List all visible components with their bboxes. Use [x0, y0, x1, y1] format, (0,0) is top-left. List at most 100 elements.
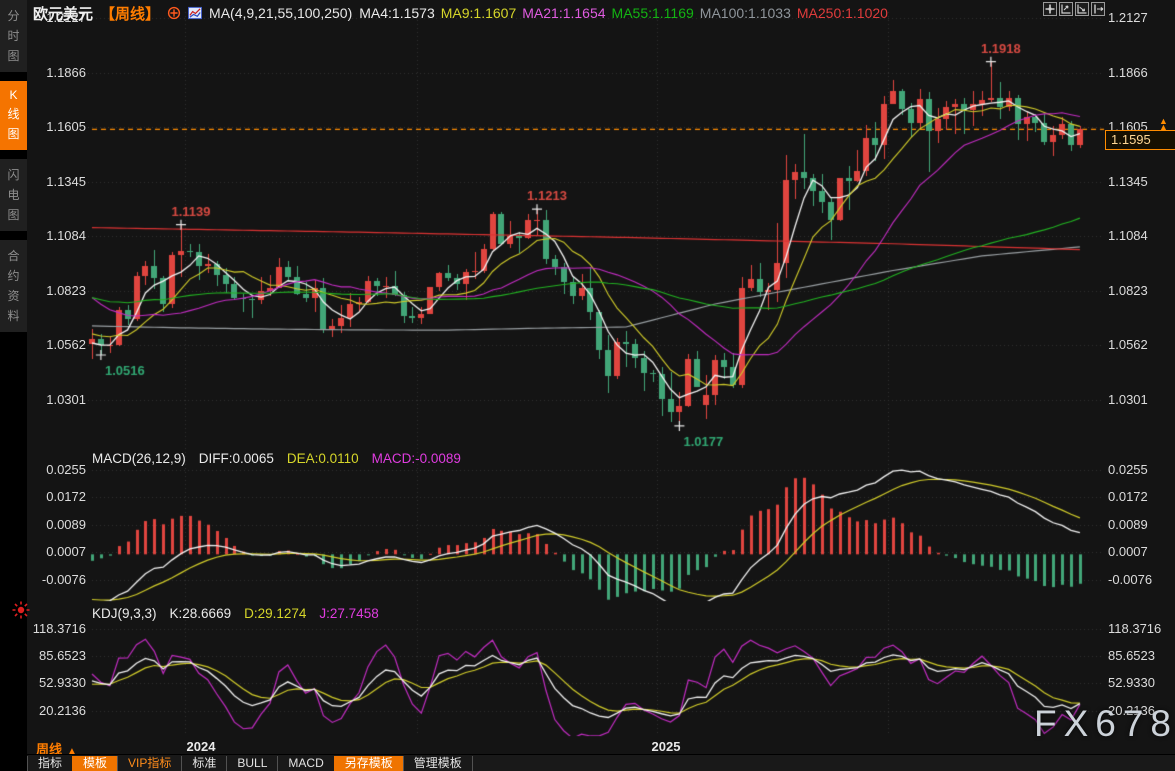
sidebar-tab-char: 约: [7, 269, 20, 283]
axis-tick-label: 20.2136: [1108, 703, 1155, 718]
toolbar-item-3[interactable]: VIP指标: [117, 756, 181, 771]
axis-tick-label: 1.1345: [46, 174, 86, 189]
macd-title[interactable]: MACD(26,12,9): [92, 451, 186, 466]
sidebar-tab-char: 料: [7, 309, 20, 323]
bottom-toolbar: 指标 模板 VIP指标 标准 BULL MACD 另存模板 管理模板: [27, 754, 1175, 771]
latest-price-arrow-icon[interactable]: ▲ ▲: [1159, 116, 1168, 132]
sidebar-tab-char: 图: [7, 208, 20, 222]
sidebar-tab-char: 电: [7, 188, 20, 202]
axis-tick-label: 1.0562: [1108, 337, 1148, 352]
macd-macd-value: MACD:-0.0089: [371, 451, 461, 466]
axis-tick-label: 1.1605: [46, 119, 86, 134]
axis-tick-label: 85.6523: [1108, 648, 1155, 663]
sidebar-tab-char: K: [9, 88, 18, 102]
ma-value: MA55:1.1169: [611, 5, 694, 21]
toolbar-item-2[interactable]: 模板: [72, 756, 118, 771]
toolbar-item-6[interactable]: MACD: [277, 756, 333, 771]
ma-value: MA21:1.1654: [522, 5, 606, 21]
toolbar-item-5[interactable]: BULL: [226, 756, 277, 771]
axis-tick-label: -0.0076: [41, 572, 86, 587]
axis-tick-label: -0.0076: [1108, 572, 1153, 587]
sidebar-tab-3[interactable]: 闪电图: [0, 159, 27, 231]
axis-tick-label: 1.0562: [46, 337, 86, 352]
sidebar-tab-char: 分: [7, 9, 20, 23]
axis-tick-label: 1.1866: [46, 65, 86, 80]
axis-tick-label: 1.1345: [1108, 174, 1148, 189]
axis-tick-label: 1.0301: [1108, 392, 1148, 407]
axis-tick-label: 0.0089: [1108, 517, 1148, 532]
toolbar-item-8[interactable]: 管理模板: [402, 756, 473, 771]
axis-tick-label: 52.9330: [39, 675, 86, 690]
axis-tick-label: 0.0007: [1108, 544, 1148, 559]
axis-tick-label: 20.2136: [39, 703, 86, 718]
period-text: 周线: [36, 742, 63, 757]
sidebar-tab-char: 图: [7, 127, 20, 141]
kdj-j-value: J:27.7458: [319, 606, 379, 621]
axis-tick-label: 85.6523: [39, 648, 86, 663]
crosshair-toggle-icon[interactable]: [167, 6, 181, 20]
axis-tick-label: 1.1084: [1108, 228, 1148, 243]
macd-panel-header: MACD(26,12,9) DIFF:0.0065 DEA:0.0110 MAC…: [92, 451, 461, 466]
scale-axis-right-icon[interactable]: [1075, 2, 1089, 16]
chart-header: 欧元美元 【周线】 MA(4,9,21,55,100,250) MA4:1.15…: [33, 3, 894, 23]
kdj-panel-header: KDJ(9,3,3) K:28.6669 D:29.1274 J:27.7458: [92, 606, 379, 621]
sidebar-tab-char: 图: [7, 49, 20, 63]
alert-burst-icon: [12, 601, 30, 619]
ma-values-group: MA4:1.1573 MA9:1.1607 MA21:1.1654 MA55:1.11…: [359, 5, 894, 21]
kdj-k-value: K:28.6669: [169, 606, 232, 621]
period-tag[interactable]: 【周线】: [100, 5, 161, 23]
sidebar-tab-1[interactable]: 分时图: [0, 0, 27, 72]
sidebar-tab-char: 线: [7, 107, 20, 121]
axis-tick-label: 0.0172: [1108, 489, 1148, 504]
scale-axis-left-icon[interactable]: [1059, 2, 1073, 16]
chart-tool-icons: [1043, 2, 1105, 16]
axis-tick-label: 1.1866: [1108, 65, 1148, 80]
axis-tick-label: 118.3716: [1108, 621, 1162, 636]
axis-tick-label: 0.0255: [1108, 462, 1148, 477]
ma-value: MA9:1.1607: [440, 5, 517, 21]
year-label: 2024: [186, 739, 216, 754]
axis-tick-label: 1.2127: [1108, 10, 1148, 25]
period-up-arrow-icon: ▲: [67, 746, 77, 757]
symbol-title: 欧元美元: [33, 5, 94, 23]
axis-tick-label: 118.3716: [32, 621, 86, 636]
macd-diff-value: DIFF:0.0065: [198, 451, 274, 466]
toolbar-item-7[interactable]: 另存模板: [333, 756, 403, 771]
current-price-tag[interactable]: 1.1595: [1105, 130, 1175, 150]
sidebar-tab-char: 闪: [7, 168, 20, 182]
axis-tick-label: 1.0823: [46, 283, 86, 298]
axis-tick-label: 0.0007: [46, 544, 86, 559]
sidebar-tab-char: 资: [7, 289, 20, 303]
axis-tick-label: 1.0301: [46, 392, 86, 407]
collapse-panel-icon[interactable]: [1091, 2, 1105, 16]
macd-dea-value: DEA:0.0110: [286, 451, 359, 466]
timeline-period-label[interactable]: 周线 ▲: [36, 739, 77, 758]
kdj-title[interactable]: KDJ(9,3,3): [92, 606, 157, 621]
sidebar-tab-char: 合: [7, 249, 20, 263]
pan-tool-icon[interactable]: [1043, 2, 1057, 16]
year-label: 2025: [651, 739, 681, 754]
ma-value: MA100:1.1033: [699, 5, 791, 21]
axis-tick-label: 0.0172: [46, 489, 86, 504]
axis-tick-label: 1.0823: [1108, 283, 1148, 298]
toolbar-item-1[interactable]: 指标: [27, 756, 72, 771]
kdj-d-value: D:29.1274: [244, 606, 307, 621]
toolbar-item-4[interactable]: 标准: [181, 756, 226, 771]
ma-value: MA4:1.1573: [359, 5, 435, 21]
watermark: FX678: [1034, 703, 1175, 744]
ma-value: MA250:1.1020: [796, 5, 888, 21]
axis-tick-label: 1.1084: [46, 228, 86, 243]
sidebar-tab-4[interactable]: 合约资料: [0, 240, 27, 332]
axis-tick-label: 0.0089: [46, 517, 86, 532]
ma-settings-label[interactable]: MA(4,9,21,55,100,250): [209, 5, 353, 21]
axis-tick-label: 1.2127: [46, 10, 86, 25]
chart-style-icon[interactable]: [188, 6, 203, 20]
sidebar-tab-char: 时: [7, 29, 20, 43]
current-price-value: 1.1595: [1111, 132, 1151, 147]
axis-tick-label: 0.0255: [46, 462, 86, 477]
axis-tick-label: 52.9330: [1108, 675, 1155, 690]
